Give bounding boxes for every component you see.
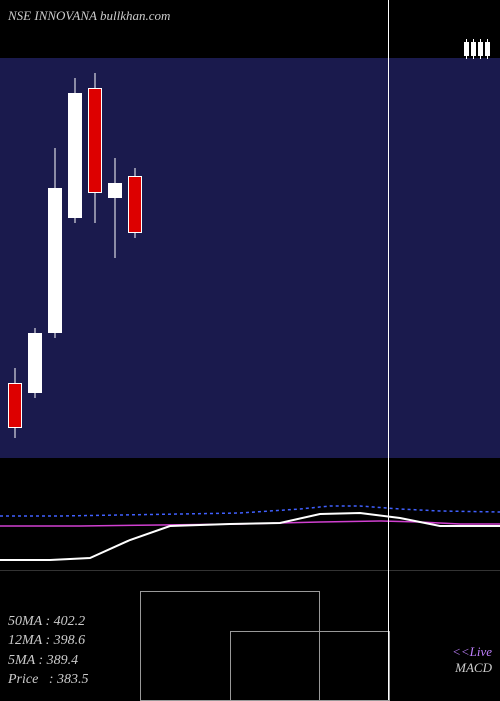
price-row: Price : 383.5: [8, 670, 89, 690]
ma5-value: 389.4: [47, 653, 79, 668]
price-value: 383.5: [57, 672, 89, 687]
macd-label: MACD: [455, 660, 492, 676]
ma12-row: 12MA : 398.6: [8, 631, 89, 651]
ma50-value: 402.2: [54, 614, 86, 629]
info-panel: 50MA : 402.2 12MA : 398.6 5MA : 389.4 Pr…: [0, 570, 500, 700]
indicator-line-white: [0, 513, 500, 560]
indicator-lines-svg: [0, 478, 500, 568]
price-label: Price: [8, 672, 38, 687]
mini-candle: [485, 42, 490, 56]
indicator-panel[interactable]: [0, 478, 500, 568]
info-box-2: [230, 631, 390, 701]
mini-candle: [464, 42, 469, 56]
ma5-label: 5MA: [8, 653, 35, 668]
cursor-vertical-line: [388, 0, 389, 700]
indicator-line-blue-dotted: [0, 506, 500, 516]
mini-candle: [478, 42, 483, 56]
chart-header: NSE INNOVANA bullkhan.com: [8, 8, 170, 24]
source-label: bullkhan.com: [100, 8, 170, 23]
info-text-block: 50MA : 402.2 12MA : 398.6 5MA : 389.4 Pr…: [8, 612, 89, 690]
ma50-label: 50MA: [8, 614, 42, 629]
ma50-row: 50MA : 402.2: [8, 612, 89, 632]
ma12-label: 12MA: [8, 633, 42, 648]
ma5-row: 5MA : 389.4: [8, 651, 89, 671]
mini-candle: [471, 42, 476, 56]
live-label: <<Live: [452, 644, 492, 660]
mini-candle-cluster: [464, 42, 490, 56]
price-chart-panel[interactable]: [0, 58, 500, 458]
ticker-symbol: NSE INNOVANA: [8, 8, 97, 23]
ma12-value: 398.6: [54, 633, 86, 648]
